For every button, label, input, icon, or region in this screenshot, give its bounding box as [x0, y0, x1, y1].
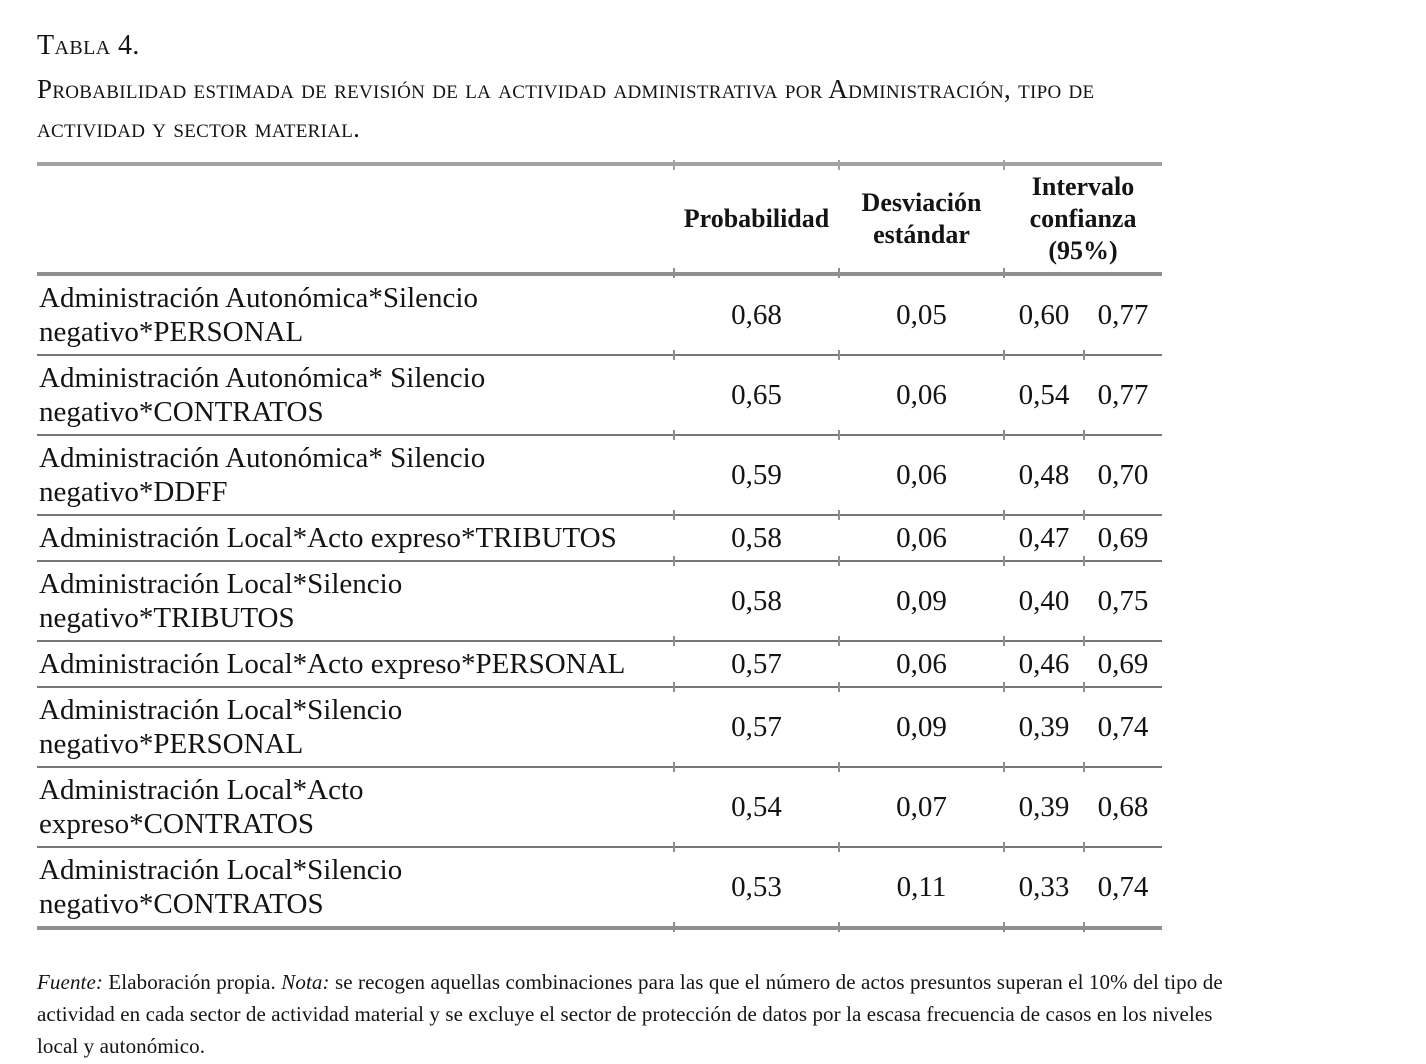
table-row: Administración Local*Acto expreso*CONTRA… [37, 767, 1163, 851]
probabilidad-value: 0,59 [673, 435, 839, 519]
table-row: Administración Autonómica*Silencio negat… [37, 274, 1163, 358]
desviacion-value: 0,06 [838, 435, 1004, 519]
table-header: Probabilidad Desviación estándar Interva… [37, 158, 1163, 276]
table-row: Administración Local*Silencio negativo*C… [37, 847, 1163, 931]
desviacion-value: 0,06 [838, 355, 1004, 439]
row-label: Administración Autonómica* Silencio nega… [37, 355, 674, 436]
row-label: Administración Local*Acto expreso*CONTRA… [37, 767, 674, 848]
ic-low-value: 0,39 [1003, 687, 1084, 771]
row-label: Administración Local*Silencio negativo*C… [37, 847, 674, 930]
table-caption-title: Probabilidad estimada de revisión de la … [37, 74, 1095, 143]
desviacion-value: 0,06 [838, 515, 1004, 565]
column-header-intervalo: Intervalo confianza (95%) [1002, 158, 1163, 276]
nota-label: Nota: [281, 970, 330, 994]
ic-high-value: 0,74 [1082, 847, 1163, 931]
desviacion-value: 0,06 [838, 641, 1004, 691]
probabilidad-value: 0,58 [673, 561, 839, 645]
desviacion-value: 0,07 [838, 767, 1004, 851]
row-label: Administración Local*Acto expreso*PERSON… [37, 641, 674, 688]
table-row: Administración Local*Acto expreso*TRIBUT… [37, 515, 1163, 565]
note-line-3: local y autonómico. [37, 1034, 206, 1058]
probabilidad-value: 0,58 [673, 515, 839, 565]
ic-low-value: 0,46 [1003, 641, 1084, 691]
table-row: Administración Local*Silencio negativo*T… [37, 561, 1163, 645]
ic-low-value: 0,60 [1003, 274, 1084, 358]
ic-low-value: 0,40 [1003, 561, 1084, 645]
table-row: Administración Autonómica* Silencio nega… [37, 355, 1163, 439]
probabilidad-value: 0,57 [673, 641, 839, 691]
desviacion-value: 0,09 [838, 687, 1004, 771]
ic-high-value: 0,69 [1082, 515, 1163, 565]
source-note: Fuente: Elaboración propia. Nota: se rec… [37, 966, 1382, 1062]
probabilidad-value: 0,54 [673, 767, 839, 851]
ic-high-value: 0,70 [1082, 435, 1163, 519]
probabilidad-value: 0,68 [673, 274, 839, 358]
row-label: Administración Local*Silencio negativo*T… [37, 561, 674, 642]
column-header-empty [37, 164, 674, 276]
row-label: Administración Autonómica*Silencio negat… [37, 274, 674, 356]
note-line-2: actividad en cada sector de actividad ma… [37, 1002, 1213, 1026]
table-row: Administración Local*Acto expreso*PERSON… [37, 641, 1163, 691]
note-line-1: Fuente: Elaboración propia. Nota: se rec… [37, 966, 1382, 998]
ic-high-value: 0,77 [1082, 355, 1163, 439]
row-label: Administración Local*Silencio negativo*P… [37, 687, 674, 768]
ic-low-value: 0,48 [1003, 435, 1084, 519]
row-label: Administración Local*Acto expreso*TRIBUT… [37, 515, 674, 562]
table-caption-label: Tabla 4. [37, 30, 140, 61]
ic-high-value: 0,74 [1082, 687, 1163, 771]
probabilidad-value: 0,53 [673, 847, 839, 931]
ic-high-value: 0,75 [1082, 561, 1163, 645]
ic-high-value: 0,69 [1082, 641, 1163, 691]
ic-low-value: 0,33 [1003, 847, 1084, 931]
ic-low-value: 0,54 [1003, 355, 1084, 439]
ic-high-value: 0,77 [1082, 274, 1163, 358]
row-label: Administración Autonómica* Silencio nega… [37, 435, 674, 516]
nota-text: se recogen aquellas combinaciones para l… [334, 970, 1223, 994]
table-row: Administración Local*Silencio negativo*P… [37, 687, 1163, 771]
column-header-probabilidad: Probabilidad [673, 158, 839, 276]
probabilidad-value: 0,65 [673, 355, 839, 439]
probabilidad-value: 0,57 [673, 687, 839, 771]
ic-low-value: 0,47 [1003, 515, 1084, 565]
ic-high-value: 0,68 [1082, 767, 1163, 851]
fuente-label: Fuente: [37, 970, 103, 994]
ic-low-value: 0,39 [1003, 767, 1084, 851]
table-body: Administración Autonómica*Silencio negat… [37, 274, 1163, 931]
fuente-text: Elaboración propia. [108, 970, 276, 994]
header-row: Probabilidad Desviación estándar Interva… [37, 158, 1163, 276]
desviacion-value: 0,09 [838, 561, 1004, 645]
data-table: Probabilidad Desviación estándar Interva… [37, 158, 1163, 931]
desviacion-value: 0,11 [838, 847, 1004, 931]
desviacion-value: 0,05 [838, 274, 1004, 358]
table-row: Administración Autonómica* Silencio nega… [37, 435, 1163, 519]
column-header-desviacion: Desviación estándar [838, 158, 1004, 276]
